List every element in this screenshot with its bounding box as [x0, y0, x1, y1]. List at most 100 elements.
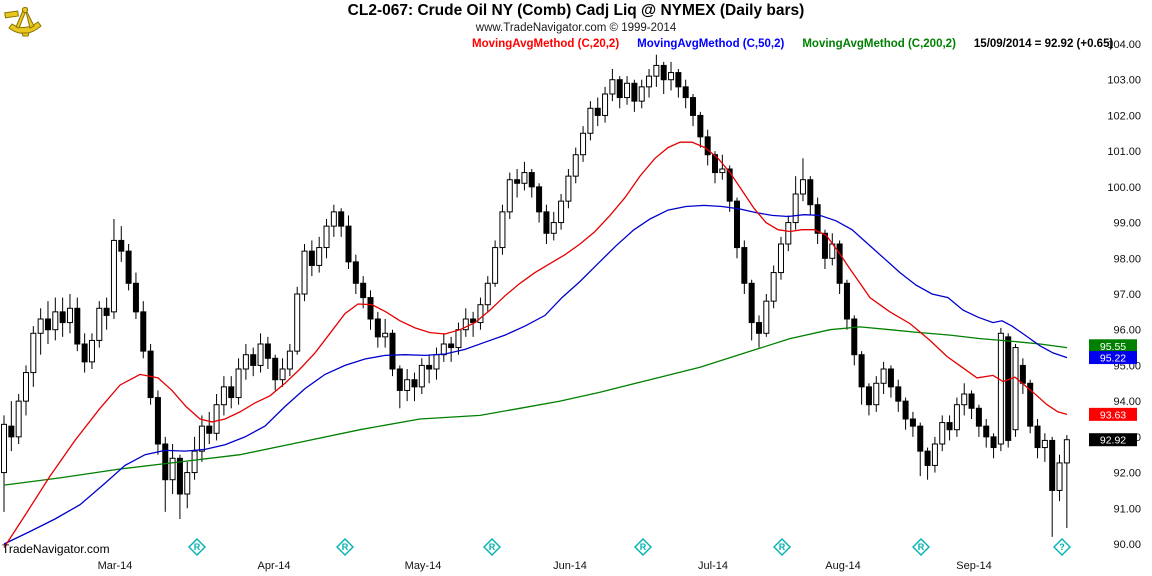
- moving-average-line: [3, 326, 1068, 486]
- candle: [521, 161, 528, 191]
- x-axis-month-label: Jul-14: [698, 560, 728, 572]
- candle: [909, 411, 916, 437]
- roll-marker-icon[interactable]: R: [912, 538, 930, 556]
- roll-marker-icon[interactable]: R: [634, 538, 652, 556]
- candle: [396, 365, 403, 409]
- candle: [345, 215, 352, 269]
- candle: [110, 218, 117, 319]
- svg-text:R: R: [640, 542, 647, 552]
- candle: [902, 397, 909, 430]
- candle: [631, 79, 638, 112]
- candle: [96, 301, 103, 348]
- candle: [858, 351, 865, 405]
- y-axis-label: 92.00: [1113, 468, 1141, 480]
- y-axis-label: 94.00: [1113, 396, 1141, 408]
- candle: [1005, 333, 1012, 448]
- candle: [602, 86, 609, 123]
- candle: [492, 240, 499, 287]
- candle: [975, 404, 982, 437]
- candle: [1049, 436, 1056, 537]
- roll-marker-icon[interactable]: R: [483, 538, 501, 556]
- candle: [572, 147, 579, 184]
- candle: [389, 329, 396, 377]
- candle: [690, 93, 697, 127]
- candle: [140, 301, 147, 359]
- candle: [616, 76, 623, 109]
- price-tag: 92.92: [1089, 433, 1137, 447]
- last-quote-readout: 15/09/2014 = 92.92 (+0.65): [973, 38, 1114, 50]
- candle: [52, 297, 59, 341]
- candle: [1034, 418, 1041, 459]
- candle: [22, 365, 29, 416]
- candle: [587, 101, 594, 141]
- candle: [528, 168, 535, 198]
- candle: [638, 79, 645, 109]
- svg-text:95.55: 95.55: [1100, 341, 1126, 353]
- candle: [1027, 379, 1034, 434]
- candle: [308, 240, 315, 277]
- roll-marker-icon[interactable]: R: [188, 538, 206, 556]
- candle: [799, 158, 806, 202]
- candle: [536, 183, 543, 223]
- candle: [785, 215, 792, 252]
- candle: [682, 79, 689, 109]
- watermark-text: TradeNavigator.com: [2, 542, 110, 556]
- candle: [646, 68, 653, 98]
- candle: [470, 311, 477, 337]
- candle: [953, 397, 960, 437]
- question-marker-icon[interactable]: ?: [1053, 538, 1071, 556]
- candle: [484, 276, 491, 312]
- legend-ma200-label[interactable]: MovingAvgMethod (C,200,2): [802, 38, 956, 50]
- svg-text:?: ?: [1059, 542, 1065, 552]
- roll-marker-icon[interactable]: R: [773, 538, 791, 556]
- candle: [763, 293, 770, 337]
- candle: [242, 343, 249, 380]
- svg-text:R: R: [194, 542, 201, 552]
- candle: [426, 354, 433, 384]
- candle: [198, 415, 205, 462]
- candle: [843, 279, 850, 330]
- candle: [330, 204, 337, 237]
- candle: [997, 327, 1004, 452]
- candle: [565, 168, 572, 209]
- candle: [829, 233, 836, 266]
- candle: [1012, 343, 1019, 437]
- candle: [184, 461, 191, 509]
- y-axis-label: 98.00: [1113, 253, 1141, 265]
- candle: [294, 286, 301, 355]
- candle: [176, 454, 183, 519]
- candle: [792, 176, 799, 230]
- candle: [59, 297, 66, 337]
- candle: [154, 390, 161, 455]
- y-axis-label: 90.00: [1113, 539, 1141, 551]
- candle: [917, 422, 924, 477]
- candle: [411, 372, 418, 402]
- candle: [220, 376, 227, 416]
- svg-text:93.63: 93.63: [1100, 409, 1126, 421]
- price-tag: 95.55: [1089, 339, 1137, 353]
- indicator-legend: MovingAvgMethod (C,20,2) MovingAvgMethod…: [472, 38, 1113, 50]
- y-axis-label: 104.00: [1107, 39, 1141, 51]
- candle: [235, 358, 242, 405]
- legend-ma20-label[interactable]: MovingAvgMethod (C,20,2): [472, 38, 620, 50]
- candle: [704, 129, 711, 166]
- x-axis-month-label: May-14: [405, 560, 442, 572]
- candle: [968, 390, 975, 419]
- candle: [506, 172, 513, 219]
- svg-text:R: R: [342, 542, 349, 552]
- candle: [323, 218, 330, 259]
- x-axis-month-label: Sep-14: [956, 560, 991, 572]
- candle: [821, 229, 828, 269]
- x-axis-month-label: Aug-14: [825, 560, 860, 572]
- legend-ma50-label[interactable]: MovingAvgMethod (C,50,2): [637, 38, 785, 50]
- candle: [1, 415, 7, 512]
- candle: [653, 54, 660, 87]
- candle: [865, 383, 872, 416]
- candle: [433, 347, 440, 380]
- candle: [807, 176, 814, 216]
- svg-text:R: R: [918, 542, 925, 552]
- roll-marker-icon[interactable]: R: [336, 538, 354, 556]
- candle: [550, 211, 557, 241]
